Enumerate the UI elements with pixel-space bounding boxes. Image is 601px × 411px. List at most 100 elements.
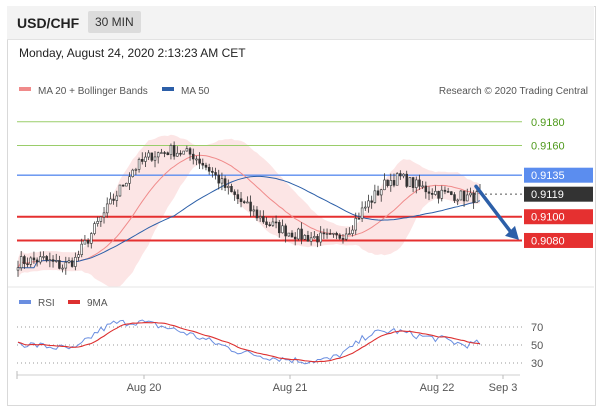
candle-body	[306, 235, 310, 242]
candle-body	[418, 179, 421, 187]
candle	[246, 196, 249, 204]
candle	[195, 155, 198, 166]
candle-body	[297, 228, 300, 240]
candle-body	[54, 260, 58, 262]
candle-body	[303, 235, 307, 240]
current-price-label: 0.9119	[531, 189, 564, 201]
candle-body	[125, 182, 128, 187]
candle-body	[16, 267, 20, 271]
legend-bollinger-label: MA 20 + Bollinger Bands	[38, 86, 148, 97]
candle-body	[201, 162, 205, 166]
candle-body	[357, 218, 361, 220]
candle-body	[118, 184, 122, 197]
candle	[376, 185, 380, 197]
candle-body	[83, 240, 87, 245]
candle-body	[131, 169, 134, 177]
x-tick-label: Aug 21	[273, 382, 308, 394]
candle-body	[166, 152, 170, 156]
candle	[421, 180, 424, 190]
candle	[102, 206, 106, 224]
timeframe-badge[interactable]: 30 MIN	[88, 11, 141, 33]
candle	[153, 151, 157, 168]
candle	[453, 192, 456, 203]
candle-body	[408, 177, 412, 187]
candle-body	[141, 159, 144, 162]
candle-body	[198, 158, 201, 164]
x-tick-label: Sep 3	[489, 382, 518, 394]
price-level-labels: 0.9180 0.9160 0.9135 0.9119 0.9100 0.9080	[524, 117, 593, 248]
candle	[450, 191, 453, 196]
candle	[214, 167, 217, 180]
candle-body	[427, 191, 431, 194]
candle	[147, 150, 150, 161]
candle-body	[160, 152, 163, 154]
bollinger-band-area	[18, 134, 480, 288]
forecast-arrow-head	[505, 225, 519, 240]
candle	[252, 205, 256, 217]
candle-body	[328, 233, 332, 235]
candle-body	[322, 232, 326, 235]
datetime-label: Monday, August 24, 2020 2:13:23 AM CET	[19, 46, 246, 60]
legend-bollinger-swatch	[19, 87, 31, 91]
candle-body	[399, 173, 402, 177]
candle-body	[265, 221, 268, 225]
candle	[411, 176, 415, 193]
candle-body	[204, 164, 208, 168]
candle	[440, 185, 444, 202]
rsi-ma-line	[17, 321, 481, 363]
candle-body	[211, 170, 214, 173]
candle	[169, 143, 173, 160]
candle	[399, 170, 402, 180]
candle-body	[96, 221, 99, 224]
candle	[360, 201, 364, 223]
candle-body	[185, 148, 189, 152]
candle	[35, 257, 39, 267]
candle-body	[51, 259, 55, 262]
candle-body	[58, 260, 61, 269]
current-price-tag	[524, 186, 593, 202]
candle-body	[316, 236, 319, 243]
candle-body	[443, 189, 447, 192]
candle-body	[242, 201, 246, 203]
candle-body	[191, 153, 195, 160]
candle	[373, 184, 377, 204]
candle	[227, 179, 230, 195]
candle	[335, 231, 338, 240]
candle-body	[338, 234, 342, 239]
candle-body	[19, 256, 23, 269]
chart-frame	[7, 6, 596, 406]
resistance-label: 0.9160	[531, 141, 565, 153]
candle	[459, 190, 463, 201]
candle	[99, 216, 103, 227]
candle	[344, 228, 348, 241]
candle-body	[421, 185, 424, 188]
candle	[284, 223, 287, 243]
candle-body	[252, 209, 256, 212]
candle	[383, 173, 386, 191]
candle-body	[45, 256, 48, 261]
candle-body	[102, 212, 106, 218]
candle	[303, 234, 307, 241]
candle	[217, 169, 220, 190]
legend-rsi-swatch	[19, 300, 31, 304]
candle-body	[32, 257, 36, 261]
candle-body	[392, 180, 396, 186]
candle	[415, 176, 418, 194]
candle-body	[402, 173, 405, 177]
candle	[45, 255, 48, 263]
candle	[112, 193, 115, 205]
candle	[354, 212, 357, 235]
candle	[386, 179, 389, 188]
candle	[424, 181, 428, 199]
candle-body	[313, 236, 316, 239]
candle-body	[472, 192, 475, 203]
candle-body	[26, 263, 29, 266]
candle-body	[99, 216, 103, 222]
candle	[367, 194, 370, 213]
candle-body	[163, 152, 166, 154]
candle	[121, 184, 125, 187]
candle-body	[309, 237, 313, 242]
candle	[182, 150, 185, 155]
candle	[297, 227, 300, 241]
candle	[160, 148, 163, 154]
